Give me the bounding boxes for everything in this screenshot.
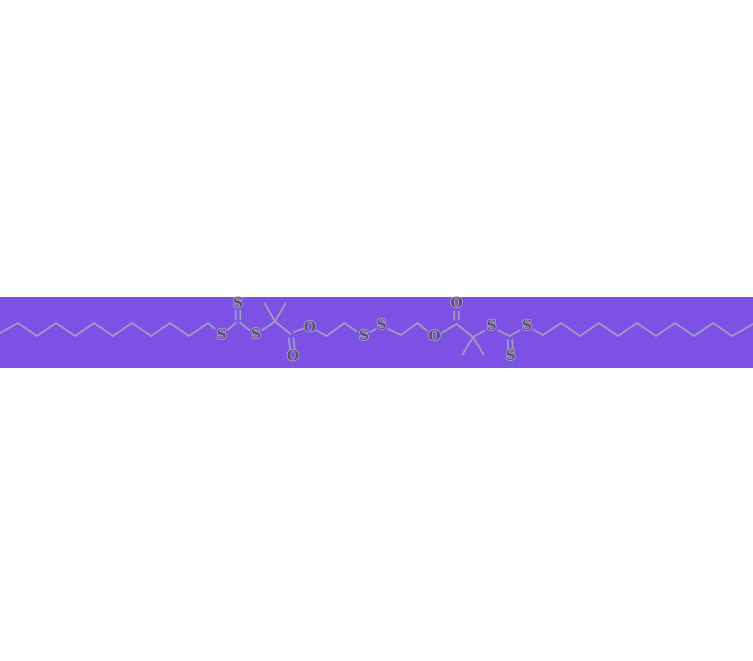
bond (441, 323, 458, 334)
bond (472, 330, 485, 338)
molecule-highlight-band[interactable] (0, 297, 753, 368)
atom-label-s: S (359, 328, 369, 344)
bond (343, 322, 358, 333)
atom-label-s: S (216, 327, 226, 343)
bond (287, 337, 292, 351)
atom-label-s: S (505, 348, 515, 364)
bond (226, 321, 237, 332)
bond (325, 322, 346, 337)
atom-label-s: S (486, 318, 496, 334)
alkyl-chain-bonds (0, 322, 216, 337)
atom-label-s: S (376, 317, 386, 333)
bond (532, 328, 544, 336)
atom-label-o: O (304, 320, 316, 336)
bond (497, 329, 511, 337)
bond (274, 302, 287, 323)
bond (455, 323, 474, 338)
bond (263, 302, 276, 323)
bond (387, 328, 402, 336)
bond (472, 336, 485, 356)
atom-label-o: O (450, 296, 462, 312)
alkyl-chain-bonds (542, 322, 753, 337)
bond (274, 320, 292, 335)
bond (315, 329, 328, 337)
atom-label-o: O (287, 349, 299, 365)
bond (292, 336, 296, 351)
bond (461, 336, 474, 356)
atom-label-o: O (428, 329, 440, 345)
bond (400, 322, 419, 336)
atom-label-s: S (233, 296, 243, 312)
bond (416, 322, 428, 332)
bond (239, 321, 251, 332)
bond (261, 320, 276, 331)
atom-label-s: S (251, 327, 261, 343)
bond (508, 329, 521, 337)
bond (293, 327, 304, 333)
atom-label-s: S (522, 318, 532, 334)
bond (369, 328, 377, 334)
